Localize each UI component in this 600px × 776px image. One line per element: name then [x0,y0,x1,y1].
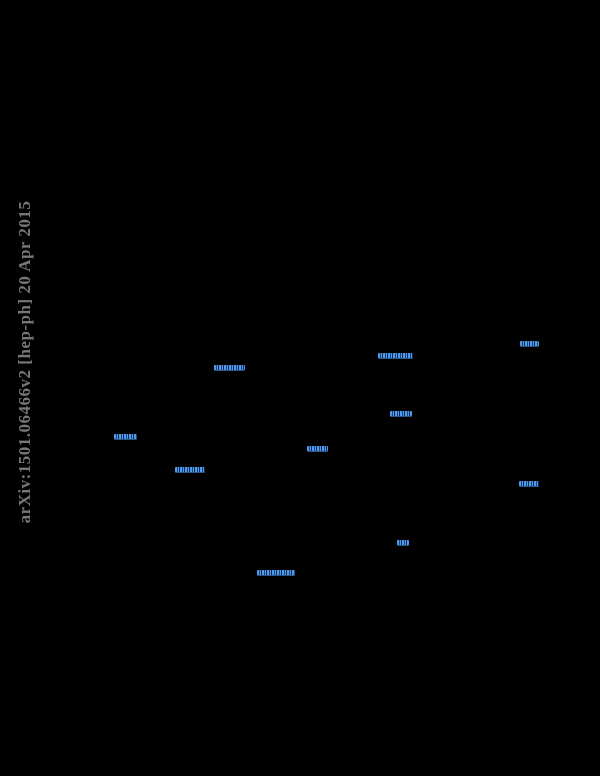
citation-link[interactable] [520,341,539,346]
citation-link[interactable] [214,365,245,370]
citation-link[interactable] [257,570,295,575]
citation-link[interactable] [519,481,539,486]
citation-link[interactable] [397,540,409,545]
citation-link[interactable] [378,353,413,358]
citation-link[interactable] [175,467,205,472]
citation-link[interactable] [307,446,328,451]
citation-link[interactable] [114,434,137,439]
citation-link[interactable] [390,411,412,416]
